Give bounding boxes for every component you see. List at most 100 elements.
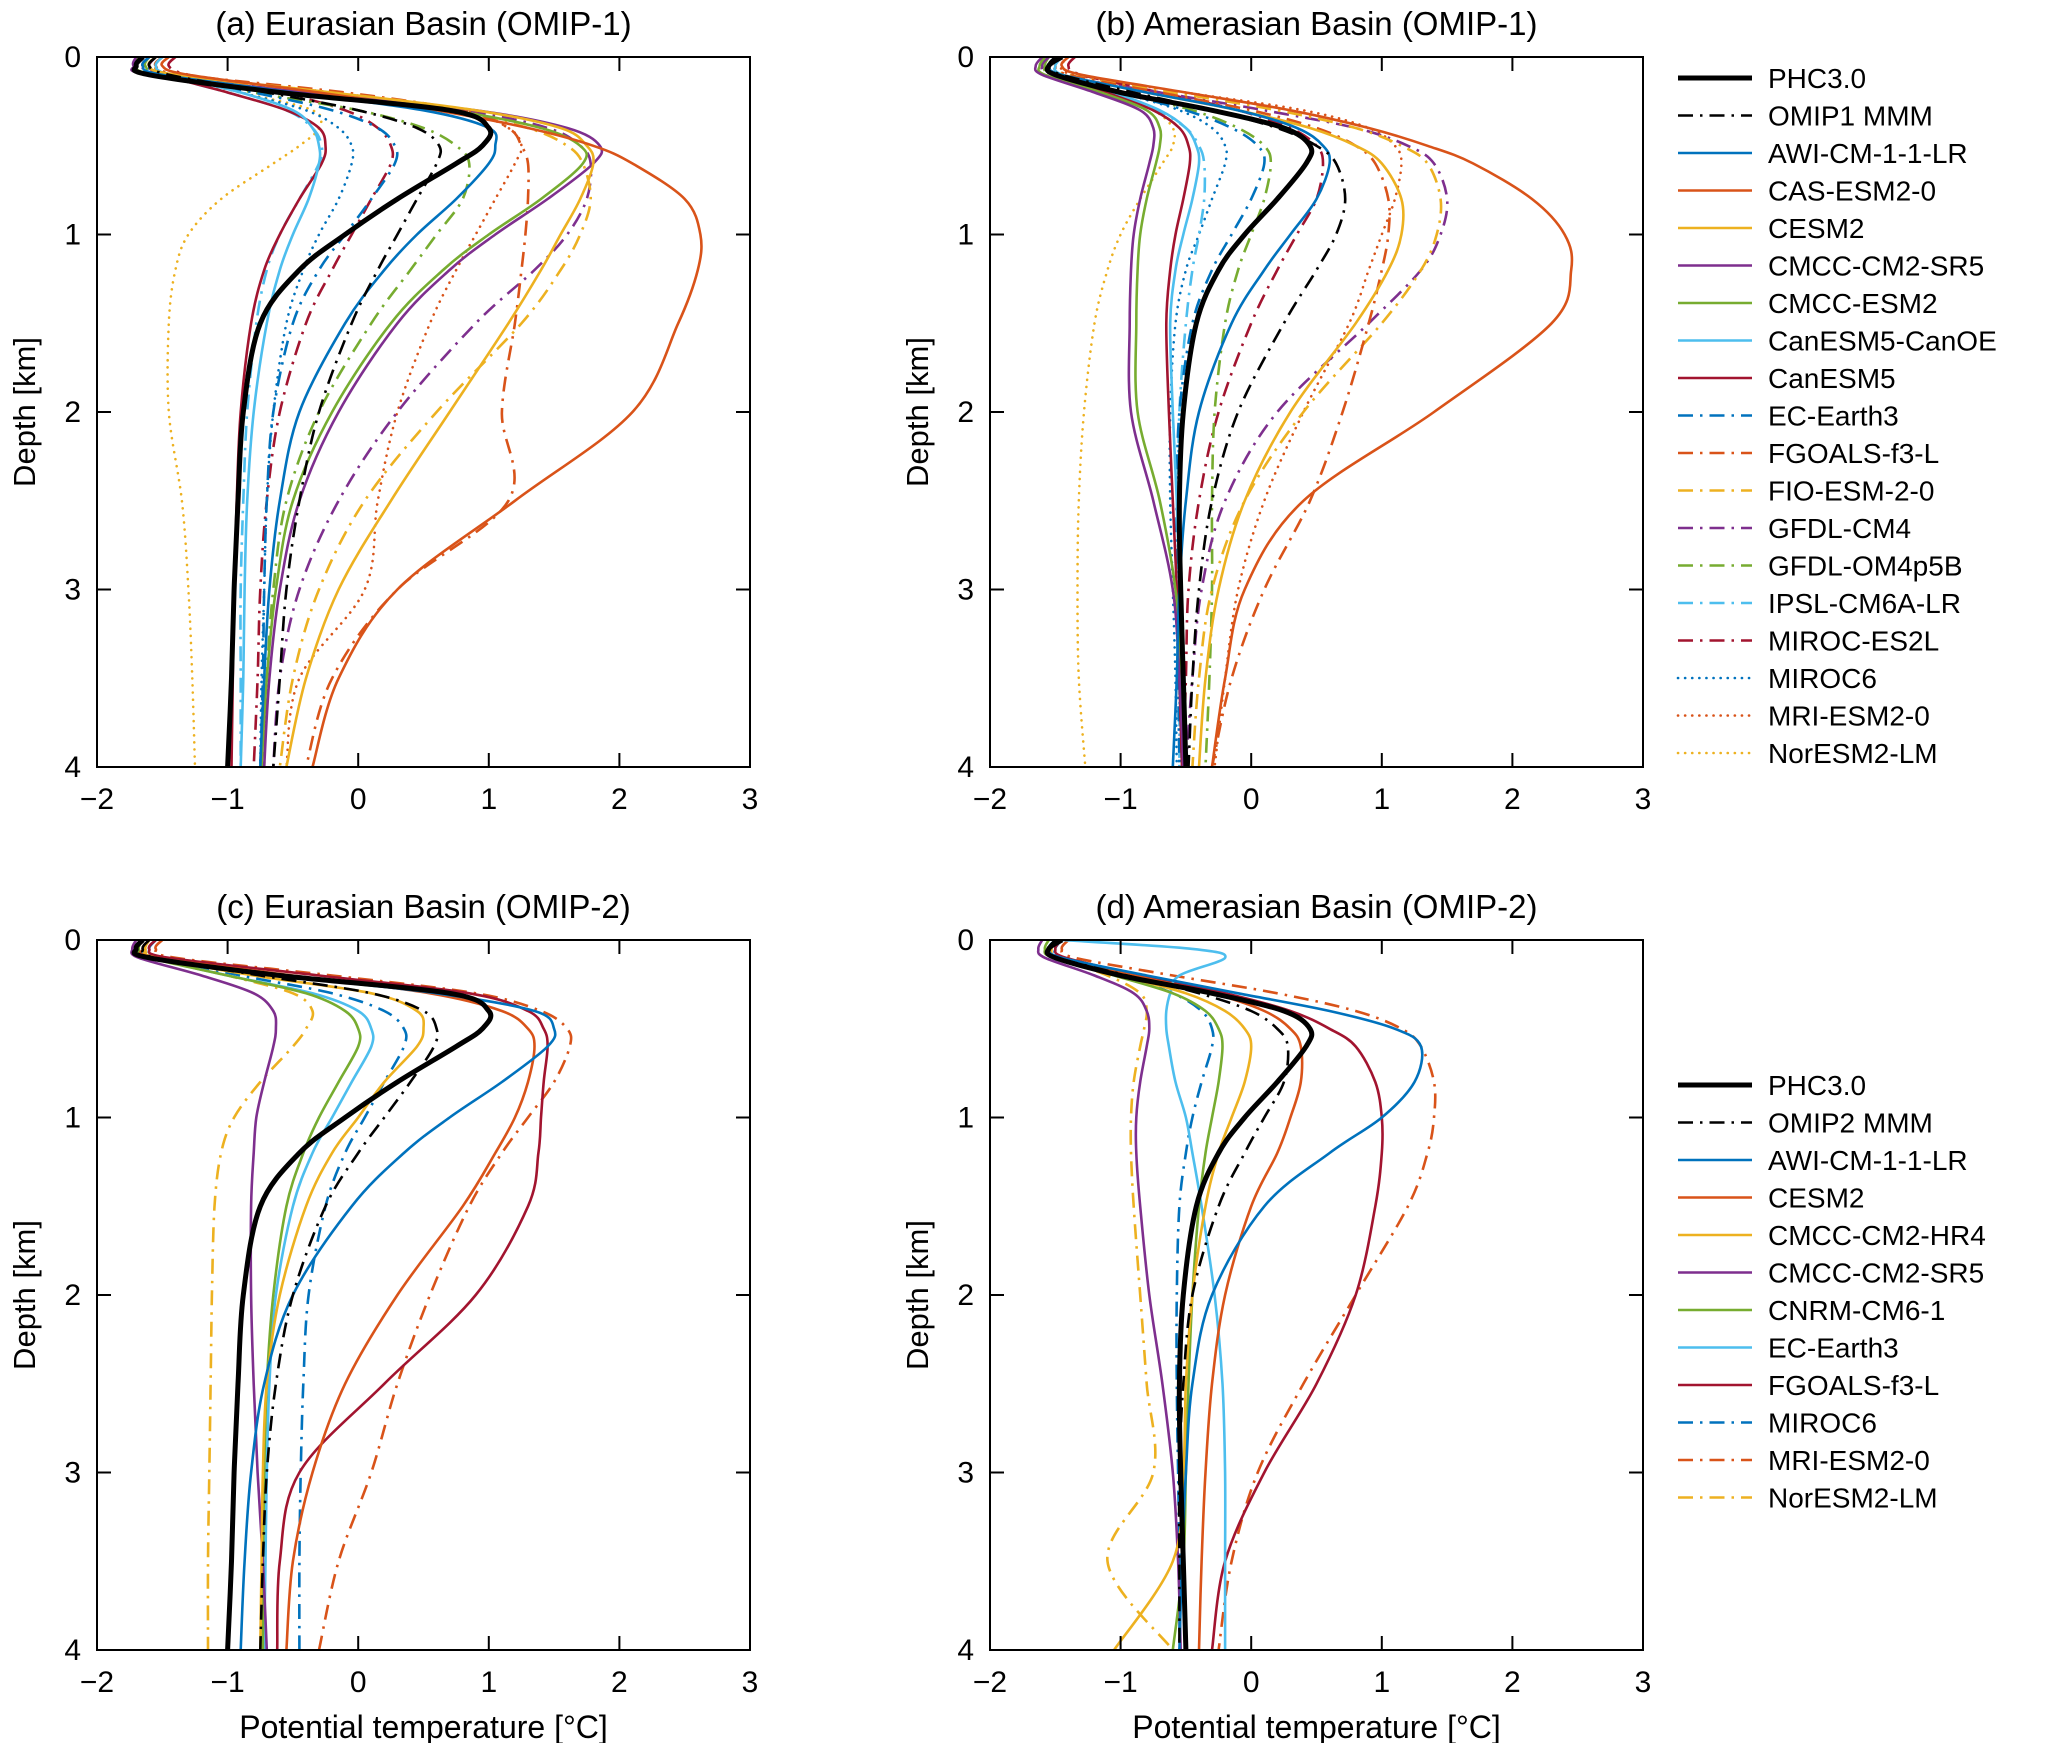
legend-item-CNRM-CM6-1: CNRM-CM6-1 bbox=[1678, 1295, 1945, 1326]
y-tick-label: 0 bbox=[957, 41, 974, 74]
y-tick-label: 3 bbox=[64, 1457, 81, 1490]
x-tick-label: −1 bbox=[1103, 783, 1137, 816]
y-tick-label: 4 bbox=[64, 1634, 81, 1667]
line-NorESM2-LM bbox=[143, 941, 315, 1649]
legend-omip2: PHC3.0 OMIP2 MMM AWI-CM-1-1-LR CESM2 CMCC-CM… bbox=[1678, 1070, 1986, 1514]
legend-item-FGOALS-f3-L: FGOALS-f3-L bbox=[1678, 1370, 1939, 1401]
legend-label: NorESM2-LM bbox=[1768, 1483, 1938, 1514]
legend-label: CMCC-CM2-SR5 bbox=[1768, 251, 1984, 282]
y-tick-label: 1 bbox=[957, 219, 974, 252]
y-tick-label: 0 bbox=[64, 41, 81, 74]
line-NorESM2-LM bbox=[1049, 941, 1174, 1649]
line-CNRM-CM6-1 bbox=[1043, 941, 1224, 1649]
legend-label: CanESM5 bbox=[1768, 363, 1896, 394]
legend-label: CMCC-CM2-HR4 bbox=[1768, 1220, 1986, 1251]
line-FGOALS-f3-L bbox=[1053, 58, 1391, 766]
line-CMCC-ESM2 bbox=[134, 58, 589, 766]
line-CAS-ESM2-0 bbox=[160, 58, 703, 766]
line-MIROC6 bbox=[1053, 941, 1215, 1649]
line-PHC3.0 bbox=[131, 941, 494, 1649]
y-axis-label: Depth [km] bbox=[900, 1220, 935, 1370]
y-axis-label: Depth [km] bbox=[900, 337, 935, 487]
legend-item-CMCC-CM2-SR5: CMCC-CM2-SR5 bbox=[1678, 1258, 1984, 1289]
line-CESM2 bbox=[1046, 941, 1304, 1649]
line-MIROC-ES2L bbox=[1067, 58, 1325, 766]
legend-item-AWI-CM-1-1-LR: AWI-CM-1-1-LR bbox=[1678, 138, 1968, 169]
line-GFDL-CM4 bbox=[141, 58, 593, 766]
panel-a-axes-box bbox=[96, 56, 751, 768]
line-CMCC-CM2-SR5 bbox=[1036, 941, 1182, 1649]
legend-item-MRI-ESM2-0: MRI-ESM2-0 bbox=[1678, 1445, 1930, 1476]
line-CMCC-CM2-SR5 bbox=[130, 58, 604, 766]
panel-a-series bbox=[130, 58, 703, 766]
x-axis-label: Potential temperature [°C] bbox=[239, 1709, 608, 1743]
line-MIROC6 bbox=[147, 941, 408, 1649]
panel-d-series bbox=[1036, 941, 1437, 1649]
y-tick-label: 2 bbox=[957, 1279, 974, 1312]
legend-label: MIROC6 bbox=[1768, 1408, 1877, 1439]
x-axis-label: Potential temperature [°C] bbox=[1132, 1709, 1501, 1743]
legend-label: EC-Earth3 bbox=[1768, 401, 1899, 432]
line-CMCC-ESM2 bbox=[1037, 58, 1188, 766]
line-OMIP1-MMM bbox=[1047, 58, 1347, 766]
legend-item-NorESM2-LM: NorESM2-LM bbox=[1678, 1483, 1938, 1514]
line-GFDL-CM4 bbox=[1040, 58, 1449, 766]
panel-b: −2 −1 0 1 2 3 0 1 2 3 4 (b) Amerasian Basin (OMIP-1… bbox=[900, 5, 1651, 816]
line-PHC3.0 bbox=[131, 58, 494, 766]
panel-d-axes-box bbox=[989, 939, 1644, 1651]
legend-omip1: PHC3.0 OMIP1 MMM AWI-CM-1-1-LR CAS-ESM2-0 CE… bbox=[1676, 63, 1997, 769]
legend-label: CESM2 bbox=[1768, 213, 1864, 244]
y-axis-label: Depth [km] bbox=[7, 1220, 42, 1370]
legend-label: NorESM2-LM bbox=[1768, 738, 1938, 769]
line-CanESM5-CanOE bbox=[154, 58, 322, 766]
y-tick-label: 3 bbox=[957, 1457, 974, 1490]
line-MRI-ESM2-0 bbox=[153, 941, 573, 1649]
legend-label: PHC3.0 bbox=[1768, 1070, 1866, 1101]
legend-item-MIROC6: MIROC6 bbox=[1676, 663, 1877, 694]
legend-item-EC-Earth3: EC-Earth3 bbox=[1678, 1333, 1899, 1364]
x-tick-label: −2 bbox=[973, 783, 1007, 816]
x-tick-label: −1 bbox=[1103, 1666, 1137, 1699]
x-tick-label: 3 bbox=[1635, 1666, 1652, 1699]
x-tick-label: 1 bbox=[480, 783, 497, 816]
line-MRI-ESM2-0 bbox=[1060, 941, 1437, 1649]
legend-label: CAS-ESM2-0 bbox=[1768, 176, 1936, 207]
panel-d: −2 −1 0 1 2 3 0 1 2 3 4 (d) Amerasian Basin (OMIP-2… bbox=[900, 888, 1652, 1745]
legend-label: AWI-CM-1-1-LR bbox=[1768, 1145, 1968, 1176]
y-axis-label: Depth [km] bbox=[7, 337, 42, 487]
legend-item-AWI-CM-1-1-LR: AWI-CM-1-1-LR bbox=[1678, 1145, 1968, 1176]
line-OMIP2-MMM bbox=[140, 941, 439, 1649]
legend-item-PHC3.0: PHC3.0 bbox=[1678, 63, 1866, 94]
panel-d-title: (d) Amerasian Basin (OMIP-2) bbox=[1096, 888, 1538, 925]
x-tick-label: 3 bbox=[1635, 783, 1652, 816]
x-tick-label: 0 bbox=[350, 1666, 367, 1699]
y-tick-label: 3 bbox=[64, 574, 81, 607]
legend-item-OMIP1-MMM: OMIP1 MMM bbox=[1678, 101, 1933, 132]
x-tick-label: 2 bbox=[611, 783, 628, 816]
panel-c-title: (c) Eurasian Basin (OMIP-2) bbox=[216, 888, 630, 925]
line-CNRM-CM6-1 bbox=[137, 941, 362, 1649]
legend-item-CanESM5: CanESM5 bbox=[1678, 363, 1896, 394]
y-tick-label: 2 bbox=[64, 1279, 81, 1312]
x-tick-label: 3 bbox=[742, 783, 759, 816]
line-NorESM2-LM bbox=[147, 58, 323, 766]
y-tick-label: 4 bbox=[957, 1634, 974, 1667]
x-tick-label: 1 bbox=[1373, 783, 1390, 816]
legend-item-NorESM2-LM: NorESM2-LM bbox=[1676, 738, 1938, 769]
line-EC-Earth3 bbox=[1061, 941, 1227, 1649]
line-FIO-ESM-2-0 bbox=[1053, 58, 1443, 766]
panel-b-axes-box bbox=[989, 56, 1644, 768]
y-tick-label: 0 bbox=[957, 924, 974, 957]
line-CESM2 bbox=[1047, 58, 1405, 766]
y-tick-label: 0 bbox=[64, 924, 81, 957]
legend-label: GFDL-CM4 bbox=[1768, 513, 1911, 544]
panel-a-title: (a) Eurasian Basin (OMIP-1) bbox=[215, 5, 631, 42]
legend-label: CESM2 bbox=[1768, 1183, 1864, 1214]
line-MIROC6 bbox=[1053, 58, 1229, 766]
x-tick-label: 2 bbox=[611, 1666, 628, 1699]
panel-c-axes-box bbox=[96, 939, 751, 1651]
legend-label: MRI-ESM2-0 bbox=[1768, 1445, 1930, 1476]
x-tick-label: 1 bbox=[1373, 1666, 1390, 1699]
x-tick-label: 0 bbox=[1243, 783, 1260, 816]
